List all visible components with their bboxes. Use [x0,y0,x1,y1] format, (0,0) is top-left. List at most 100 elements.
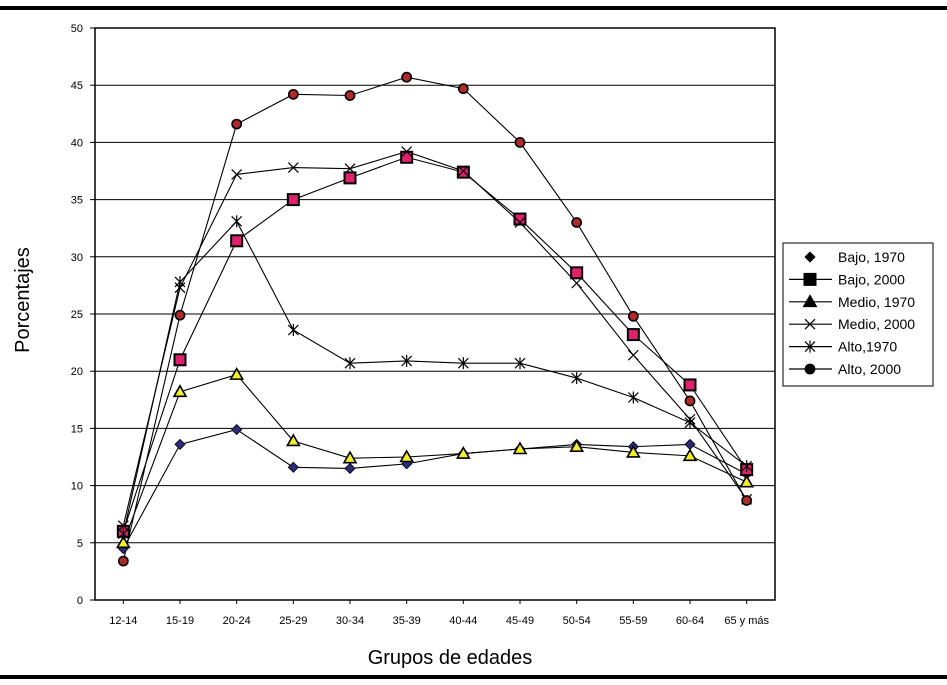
legend: Bajo, 1970 Bajo, 2000 Medio, 1970 Medio, 20… [782,242,934,387]
y-tick-label: 0 [77,595,83,607]
point-medio-1970 [569,439,585,453]
x-tick-label: 35-39 [393,615,421,627]
series-line-alto-2000 [122,76,748,562]
point-bajo-2000 [513,212,527,226]
point-bajo-1970 [684,438,696,450]
series-line-medio-1970 [122,374,747,543]
point-medio-1970 [682,448,698,462]
point-alto-1970 [684,416,696,429]
point-bajo-2000 [173,353,187,367]
y-tick-label: 35 [71,195,83,207]
point-medio-1970 [285,433,301,447]
y-tick-label: 5 [77,538,83,550]
point-medio-1970 [739,474,755,488]
x-tick-label: 60-64 [676,615,704,627]
x-tick-label: 12-14 [109,615,137,627]
series-line-bajo-1970 [122,428,747,549]
legend-marker [802,294,818,308]
point-medio-1970 [455,445,471,459]
y-tick-label: 20 [71,366,83,378]
point-bajo-2000 [400,150,414,164]
point-alto-1970 [174,275,186,288]
point-medio-2000 [457,165,469,177]
legend-label: Bajo, 2000 [838,271,905,287]
point-medio-1970 [229,367,245,380]
point-bajo-1970 [174,438,186,450]
y-tick-label: 25 [71,309,83,321]
point-alto-1970 [457,357,469,370]
point-bajo-2000 [570,266,584,280]
legend-item-medio-2000: Medio, 2000 [789,316,915,332]
x-tick-label: 50-54 [563,615,591,627]
x-tick-label: 25-29 [279,615,307,627]
point-medio-1970 [399,449,415,463]
point-alto-1970 [627,391,639,404]
point-bajo-2000 [286,193,300,207]
point-bajo-1970 [344,462,356,475]
series-line-medio-2000 [122,150,748,526]
legend-box [782,242,934,387]
y-tick-label: 45 [71,80,83,92]
point-alto-1970 [741,460,753,473]
point-medio-1970 [342,450,358,464]
point-alto-2000 [287,88,299,100]
x-tick-label: 15-19 [166,615,194,627]
legend-label: Medio, 2000 [838,316,915,332]
legend-marker [804,340,816,353]
point-alto-2000 [117,555,129,567]
x-tick-label: 55-59 [619,615,647,627]
point-bajo-2000 [683,378,697,392]
y-tick-label: 50 [71,23,83,35]
legend-item-bajo-1970: Bajo, 1970 [804,249,905,265]
grid-lines [95,84,775,544]
point-medio-2000 [571,277,583,289]
legend-label: Bajo, 1970 [838,249,905,265]
y-tick-label: 40 [71,137,83,149]
series-group [115,71,755,567]
legend-item-medio-1970: Medio, 1970 [789,294,915,310]
point-alto-1970 [571,372,583,385]
x-tick-label: 65 y más [724,615,769,627]
point-alto-1970 [231,215,243,228]
x-axis-ticks: 12-14 15-19 20-24 25-29 30-34 35-39 40-44 45-49… [109,600,769,627]
x-tick-label: 20-24 [223,615,251,627]
point-bajo-2000 [230,234,244,248]
point-alto-2000 [457,83,469,95]
y-tick-label: 10 [71,481,83,493]
point-alto-2000 [684,395,696,407]
point-medio-2000 [401,146,413,157]
point-bajo-1970 [231,423,243,436]
point-alto-2000 [231,118,243,130]
point-alto-2000 [571,217,583,228]
point-medio-1970 [115,535,131,549]
point-alto-1970 [117,527,129,540]
legend-label: Medio, 1970 [838,294,915,310]
point-bajo-1970 [287,461,299,473]
series-line-bajo-2000 [122,156,748,532]
y-tick-label: 30 [71,252,83,264]
point-medio-2000 [287,162,299,173]
point-medio-2000 [117,520,129,532]
point-alto-2000 [741,495,753,506]
legend-item-alto-1970: Alto,1970 [789,339,897,355]
point-alto-2000 [174,309,186,321]
point-medio-1970 [172,384,188,398]
point-alto-2000 [344,90,356,101]
point-alto-2000 [627,310,639,322]
x-tick-label: 30-34 [336,615,364,627]
y-tick-label: 15 [71,423,83,435]
point-bajo-2000 [343,171,357,185]
legend-marker [804,251,816,263]
series-line-alto-1970 [122,220,748,534]
point-bajo-2000 [456,165,470,179]
y-axis-title: Porcentajes [12,247,34,353]
point-alto-2000 [514,136,526,148]
legend-marker [804,363,816,375]
legend-item-alto-2000: Alto, 2000 [789,361,901,377]
point-medio-1970 [512,441,528,455]
point-alto-2000 [401,71,413,83]
point-bajo-2000 [626,328,640,342]
x-axis-title: Grupos de edades [368,647,533,669]
point-alto-1970 [514,357,526,370]
